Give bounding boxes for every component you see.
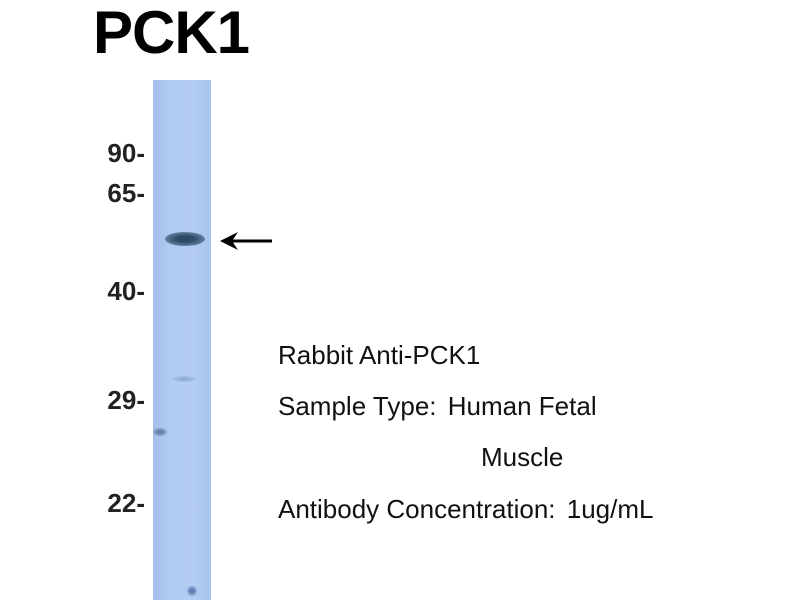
antibody-label: Rabbit Anti-PCK1 bbox=[278, 340, 481, 370]
marker-29: 29- bbox=[107, 385, 145, 415]
sample-type-value-2: Muscle bbox=[481, 442, 564, 472]
marker-65: 65- bbox=[107, 178, 145, 208]
side-band bbox=[153, 428, 167, 436]
concentration-key: Antibody Concentration: bbox=[278, 494, 556, 524]
protein-title: PCK1 bbox=[93, 0, 250, 66]
faint-band bbox=[173, 376, 195, 382]
main-band bbox=[165, 232, 205, 246]
concentration-label: Antibody Concentration: 1ug/mL bbox=[278, 494, 653, 525]
marker-22: 22- bbox=[107, 488, 145, 518]
arrow-icon bbox=[220, 232, 272, 250]
sample-type-label: Sample Type: Human Fetal bbox=[278, 391, 597, 422]
sample-type-value: Human Fetal bbox=[447, 391, 597, 421]
blot-lane bbox=[153, 80, 211, 600]
marker-90: 90- bbox=[107, 138, 145, 168]
sample-type-key: Sample Type: bbox=[278, 391, 437, 421]
marker-40: 40- bbox=[107, 276, 145, 306]
concentration-value: 1ug/mL bbox=[566, 494, 654, 524]
bottom-spot bbox=[187, 586, 197, 596]
